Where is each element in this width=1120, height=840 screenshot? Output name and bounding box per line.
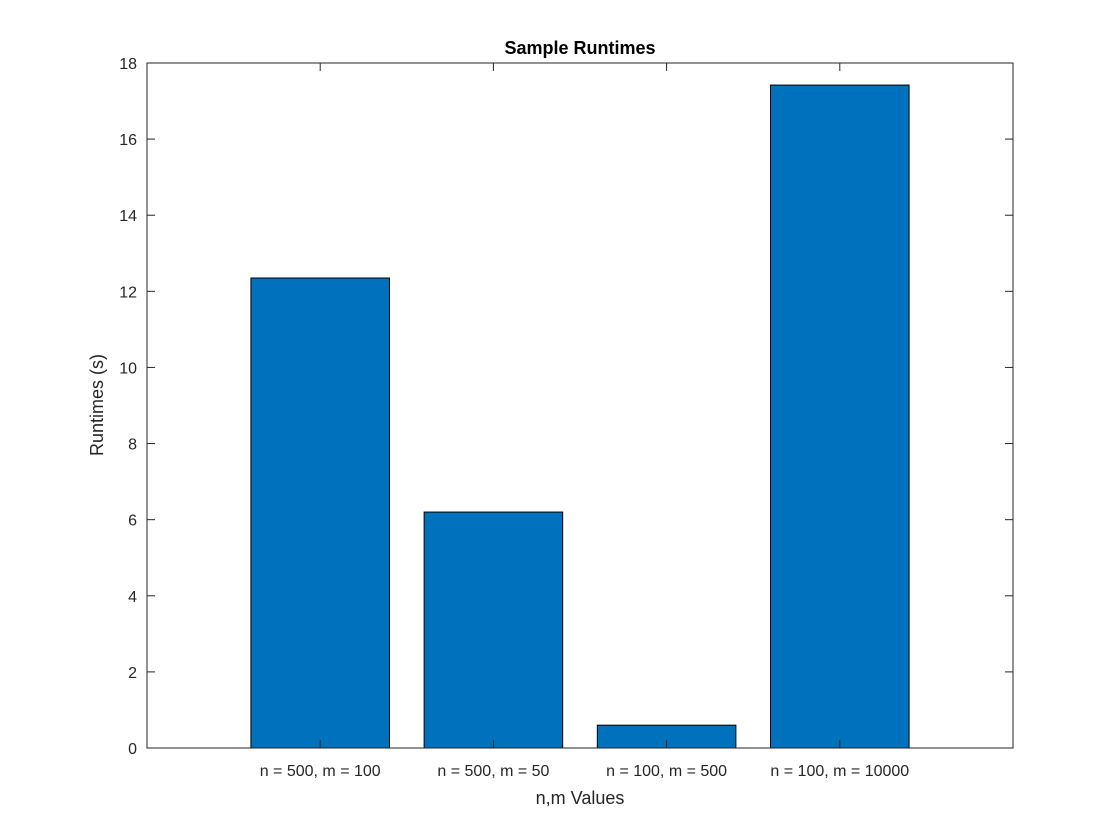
- x-tick-label: n = 100, m = 500: [606, 763, 727, 780]
- y-tick-label: 2: [128, 665, 137, 682]
- y-axis-ticks: 0 2 4 6 8 10 12 14 16 18: [119, 56, 1013, 758]
- y-axis-label: Runtimes (s): [87, 354, 107, 456]
- y-tick-label: 12: [119, 284, 137, 301]
- y-tick-label: 16: [119, 132, 137, 149]
- x-axis-ticks: n = 500, m = 100 n = 500, m = 50 n = 100, …: [260, 63, 909, 780]
- y-tick-label: 4: [128, 589, 137, 606]
- x-tick-label: n = 500, m = 100: [260, 763, 381, 780]
- bar-1: [250, 277, 390, 749]
- y-tick-label: 18: [119, 56, 137, 73]
- chart-title: Sample Runtimes: [504, 38, 655, 58]
- axes-frame: [146, 62, 1014, 749]
- x-axis-label: n,m Values: [536, 788, 625, 808]
- y-tick-label: 0: [128, 741, 137, 758]
- bars: [250, 84, 910, 749]
- x-tick-label: n = 500, m = 50: [437, 763, 549, 780]
- bar-2: [423, 511, 564, 749]
- y-tick-label: 8: [128, 437, 137, 454]
- y-tick-label: 14: [119, 208, 137, 225]
- y-tick-label: 6: [128, 513, 137, 530]
- x-tick-label: n = 100, m = 10000: [770, 763, 909, 780]
- bar-4: [770, 84, 910, 749]
- y-tick-label: 10: [119, 360, 137, 377]
